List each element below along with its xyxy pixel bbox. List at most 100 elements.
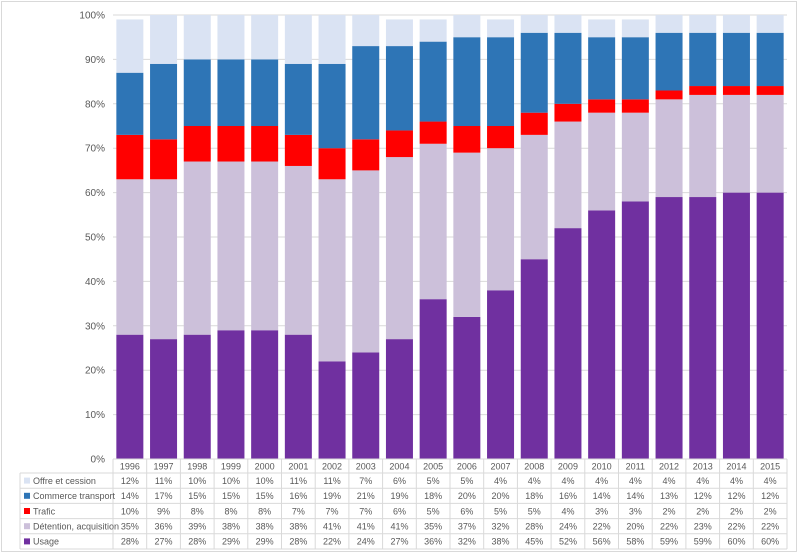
bar-segment-commerce-transport [487, 37, 515, 127]
table-cell: 12% [121, 476, 139, 486]
table-cell: 2% [764, 506, 777, 516]
bar-stack [655, 15, 683, 460]
table-cell: 4% [561, 506, 574, 516]
bar-segment-trafic [621, 99, 649, 113]
bar-segment-offre-et-cession [116, 19, 144, 73]
x-tick-label: 2015 [760, 462, 780, 472]
bar-segment-usage [554, 228, 582, 459]
bar-segment-d-tention-acquisition [453, 152, 481, 317]
table-cell: 59% [694, 537, 712, 547]
table-cell: 21% [357, 491, 375, 501]
bar-segment-usage [385, 339, 413, 459]
bar-segment-offre-et-cession [419, 19, 447, 42]
bar-segment-d-tention-acquisition [419, 143, 447, 300]
table-cell: 17% [155, 491, 173, 501]
table-cell: 4% [764, 476, 777, 486]
bar-segment-commerce-transport [217, 59, 245, 126]
y-tick-label: 10% [85, 410, 105, 421]
table-cell: 22% [660, 522, 678, 532]
bar-stack [722, 15, 750, 459]
table-cell: 27% [390, 537, 408, 547]
bar-segment-trafic [487, 126, 515, 149]
bar-segment-d-tention-acquisition [689, 94, 717, 198]
table-cell: 5% [427, 506, 440, 516]
table-cell: 2% [730, 506, 743, 516]
bar-segment-commerce-transport [453, 37, 481, 127]
bar-segment-usage [453, 316, 481, 459]
table-cell: 5% [427, 476, 440, 486]
bar-segment-commerce-transport [150, 63, 178, 140]
bar-segment-trafic [217, 126, 245, 162]
bar-segment-offre-et-cession [554, 15, 582, 33]
bar-segment-trafic [722, 86, 750, 95]
bar-segment-offre-et-cession [385, 19, 413, 47]
y-tick-label: 100% [79, 11, 105, 22]
bar-segment-d-tention-acquisition [150, 179, 178, 340]
bar-segment-offre-et-cession [183, 15, 211, 60]
bar-segment-commerce-transport [183, 59, 211, 126]
table-cell: 24% [559, 522, 577, 532]
y-tick-label: 90% [85, 55, 105, 66]
table-cell: 38% [222, 522, 240, 532]
row-label: Commerce transport [33, 491, 116, 501]
bar-segment-d-tention-acquisition [116, 179, 144, 335]
bar-segment-offre-et-cession [689, 15, 717, 33]
table-cell: 18% [424, 491, 442, 501]
table-cell: 16% [559, 491, 577, 501]
y-tick-label: 0% [91, 455, 106, 466]
bar-segment-d-tention-acquisition [487, 148, 515, 291]
table-cell: 35% [424, 522, 442, 532]
table-cell: 8% [258, 506, 271, 516]
legend-key [24, 508, 30, 514]
bar-segment-offre-et-cession [756, 15, 784, 33]
bar-segment-d-tention-acquisition [655, 99, 683, 198]
table-cell: 14% [626, 491, 644, 501]
table-cell: 19% [323, 491, 341, 501]
table-cell: 3% [595, 506, 608, 516]
bar-segment-d-tention-acquisition [251, 161, 279, 331]
bar-segment-usage [722, 192, 750, 459]
table-cell: 41% [390, 522, 408, 532]
y-tick-label: 80% [85, 99, 105, 110]
bar-segment-offre-et-cession [453, 15, 481, 38]
bar-segment-trafic [116, 134, 144, 180]
bar-segment-commerce-transport [621, 37, 649, 100]
bar-segment-offre-et-cession [621, 19, 649, 38]
x-tick-label: 2000 [255, 462, 275, 472]
legend-key [24, 523, 30, 530]
x-tick-label: 2005 [423, 462, 443, 472]
table-cell: 7% [359, 476, 372, 486]
y-tick-label: 20% [85, 366, 105, 377]
table-cell: 6% [393, 476, 406, 486]
bar-segment-trafic [756, 86, 784, 95]
table-cell: 19% [390, 491, 408, 501]
bar-segment-d-tention-acquisition [520, 134, 548, 260]
bar-segment-commerce-transport [352, 46, 380, 140]
table-cell: 20% [626, 522, 644, 532]
x-tick-label: 2012 [659, 462, 679, 472]
bar-segment-usage [150, 339, 178, 459]
table-cell: 4% [528, 476, 541, 486]
table-cell: 10% [256, 476, 274, 486]
bar-segment-usage [756, 192, 784, 459]
table-cell: 24% [357, 537, 375, 547]
table-cell: 27% [155, 537, 173, 547]
bar-stack [689, 15, 717, 460]
table-cell: 38% [289, 522, 307, 532]
table-cell: 10% [222, 476, 240, 486]
table-cell: 11% [290, 476, 307, 486]
bar-segment-usage [655, 197, 683, 460]
y-axis: 0% 10% 20% 30% 40% 50% 60% 70% 80% 90% 100% [79, 11, 105, 466]
bar-segment-usage [352, 352, 380, 459]
bar-segment-d-tention-acquisition [722, 94, 750, 193]
table-cell: 10% [121, 506, 139, 516]
table-cell: 60% [727, 537, 745, 547]
table-cell: 28% [121, 537, 139, 547]
bar-segment-offre-et-cession [318, 15, 346, 64]
bar-stack [251, 15, 279, 459]
table-cell: 20% [492, 491, 510, 501]
table-cell: 3% [629, 506, 642, 516]
bar-stack [352, 15, 380, 459]
x-tick-label: 2010 [592, 462, 612, 472]
